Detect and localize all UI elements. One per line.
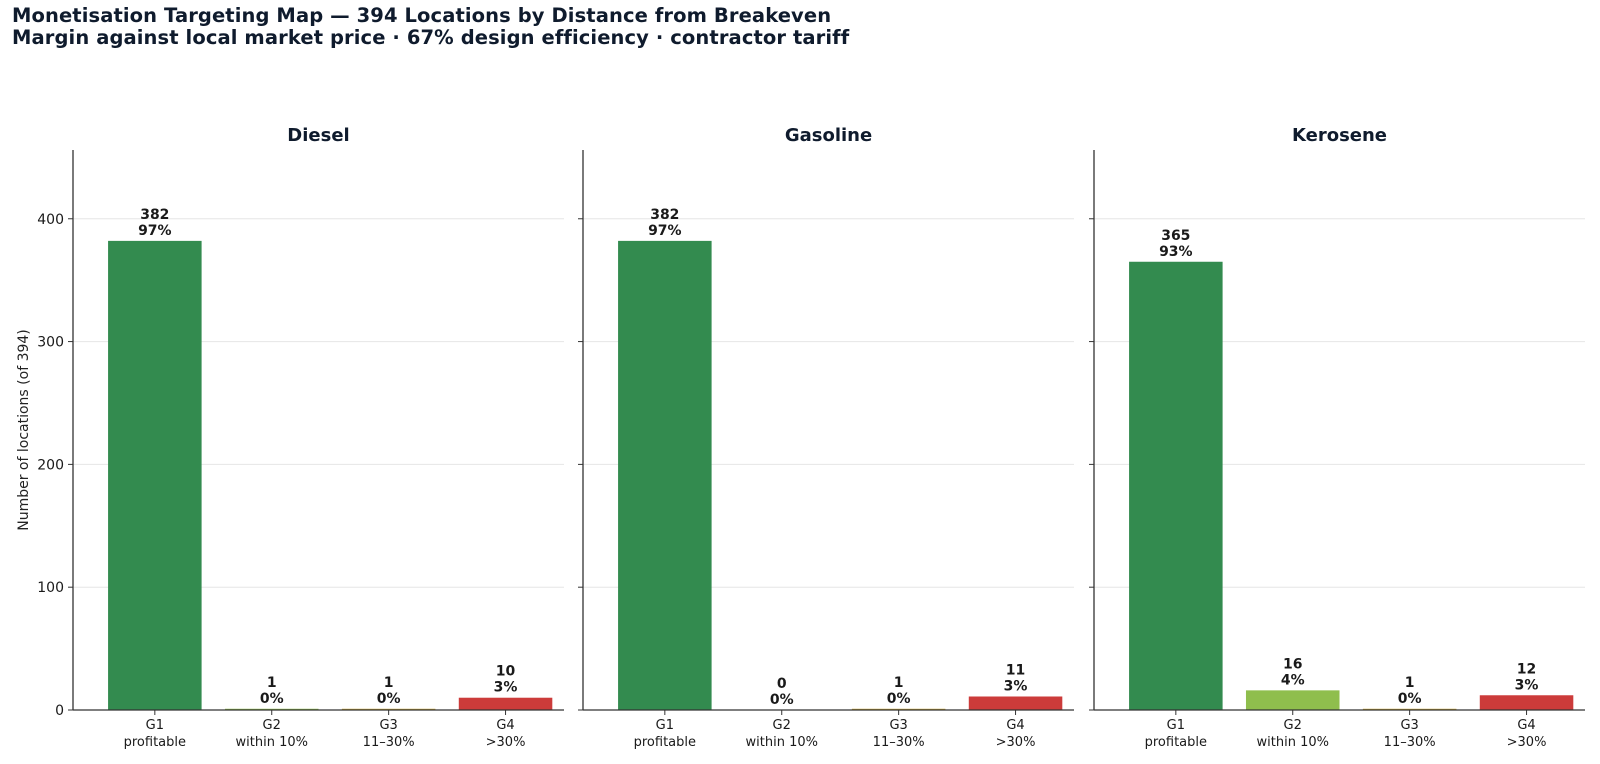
x-tick-label-desc: >30% — [1507, 735, 1547, 750]
bar-count-label: 382 — [650, 207, 679, 223]
x-tick-label-desc: profitable — [1145, 735, 1207, 750]
x-tick-label-desc: profitable — [124, 735, 186, 750]
bar-percent-label: 3% — [1515, 677, 1539, 693]
x-tick-label-desc: 11–30% — [1384, 735, 1436, 750]
bar-percent-label: 97% — [648, 223, 682, 239]
x-tick-label-desc: within 10% — [236, 735, 308, 750]
panel-title: Gasoline — [785, 125, 872, 146]
bar-percent-label: 93% — [1159, 244, 1193, 260]
x-tick-label-code: G1 — [146, 718, 164, 733]
x-tick-label-code: G4 — [1006, 718, 1024, 733]
chart-subtitle: Margin against local market price · 67% … — [12, 26, 850, 49]
x-tick-label-desc: within 10% — [746, 735, 818, 750]
x-tick-label-desc: within 10% — [1257, 735, 1329, 750]
bar-g1 — [1129, 261, 1223, 710]
x-tick-label-desc: 11–30% — [363, 735, 415, 750]
bar-percent-label: 3% — [1004, 678, 1028, 694]
bar-percent-label: 4% — [1281, 672, 1305, 688]
x-tick-label-desc: >30% — [996, 735, 1036, 750]
bar-count-label: 1 — [894, 675, 904, 691]
y-tick-label: 300 — [37, 335, 64, 351]
bar-percent-label: 0% — [260, 691, 284, 707]
y-tick-label: 0 — [55, 703, 64, 719]
bar-count-label: 365 — [1161, 228, 1190, 244]
bar-g2 — [1245, 690, 1340, 710]
x-tick-label-code: G2 — [263, 718, 281, 733]
x-tick-label-code: G1 — [1167, 718, 1185, 733]
y-tick-label: 100 — [37, 580, 64, 596]
x-tick-label-code: G4 — [496, 718, 514, 733]
bar-count-label: 10 — [496, 664, 516, 680]
bar-percent-label: 0% — [770, 692, 794, 708]
bar-g1 — [618, 240, 712, 710]
bar-g4 — [458, 697, 553, 710]
y-tick-label: 400 — [37, 212, 64, 228]
x-tick-label-code: G4 — [1517, 718, 1535, 733]
bar-g1 — [108, 240, 202, 710]
bar-count-label: 12 — [1517, 661, 1536, 677]
x-tick-label-code: G1 — [656, 718, 674, 733]
panel-title: Diesel — [287, 125, 349, 146]
bar-percent-label: 97% — [138, 223, 172, 239]
bar-percent-label: 0% — [377, 691, 401, 707]
bar-count-label: 1 — [1405, 675, 1415, 691]
panel-title: Kerosene — [1292, 125, 1387, 146]
x-tick-label-code: G3 — [379, 718, 397, 733]
bar-percent-label: 0% — [1398, 691, 1422, 707]
y-axis-label: Number of locations (of 394) — [16, 329, 32, 531]
bar-percent-label: 3% — [494, 680, 518, 696]
bar-count-label: 0 — [777, 676, 787, 692]
chart-title: Monetisation Targeting Map — 394 Locatio… — [12, 4, 832, 27]
y-tick-label: 200 — [37, 457, 64, 473]
bar-g4 — [1479, 695, 1574, 710]
x-tick-label-code: G2 — [773, 718, 791, 733]
x-tick-label-code: G2 — [1284, 718, 1302, 733]
x-tick-label-desc: >30% — [486, 735, 526, 750]
bar-g4 — [968, 696, 1063, 710]
x-tick-label-code: G3 — [889, 718, 907, 733]
bar-count-label: 16 — [1283, 656, 1302, 672]
bar-count-label: 382 — [140, 207, 169, 223]
bar-count-label: 11 — [1006, 662, 1025, 678]
bar-percent-label: 0% — [887, 691, 911, 707]
x-tick-label-code: G3 — [1400, 718, 1418, 733]
x-tick-label-desc: 11–30% — [873, 735, 925, 750]
x-tick-label-desc: profitable — [634, 735, 696, 750]
bar-count-label: 1 — [384, 675, 394, 691]
bar-count-label: 1 — [267, 675, 277, 691]
